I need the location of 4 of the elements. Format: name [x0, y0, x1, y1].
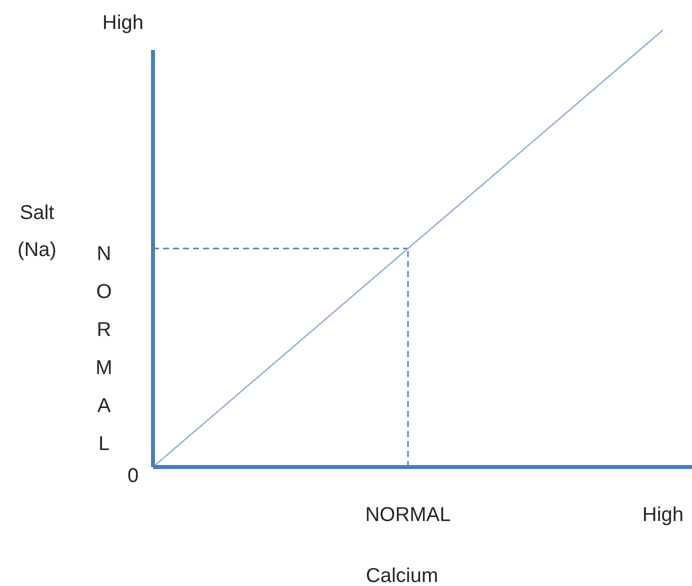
- text: 0: [127, 465, 139, 487]
- x-axis-title: Calcium: [366, 565, 438, 586]
- y-axis-title: Salt (Na): [18, 202, 56, 261]
- text: High: [102, 12, 144, 34]
